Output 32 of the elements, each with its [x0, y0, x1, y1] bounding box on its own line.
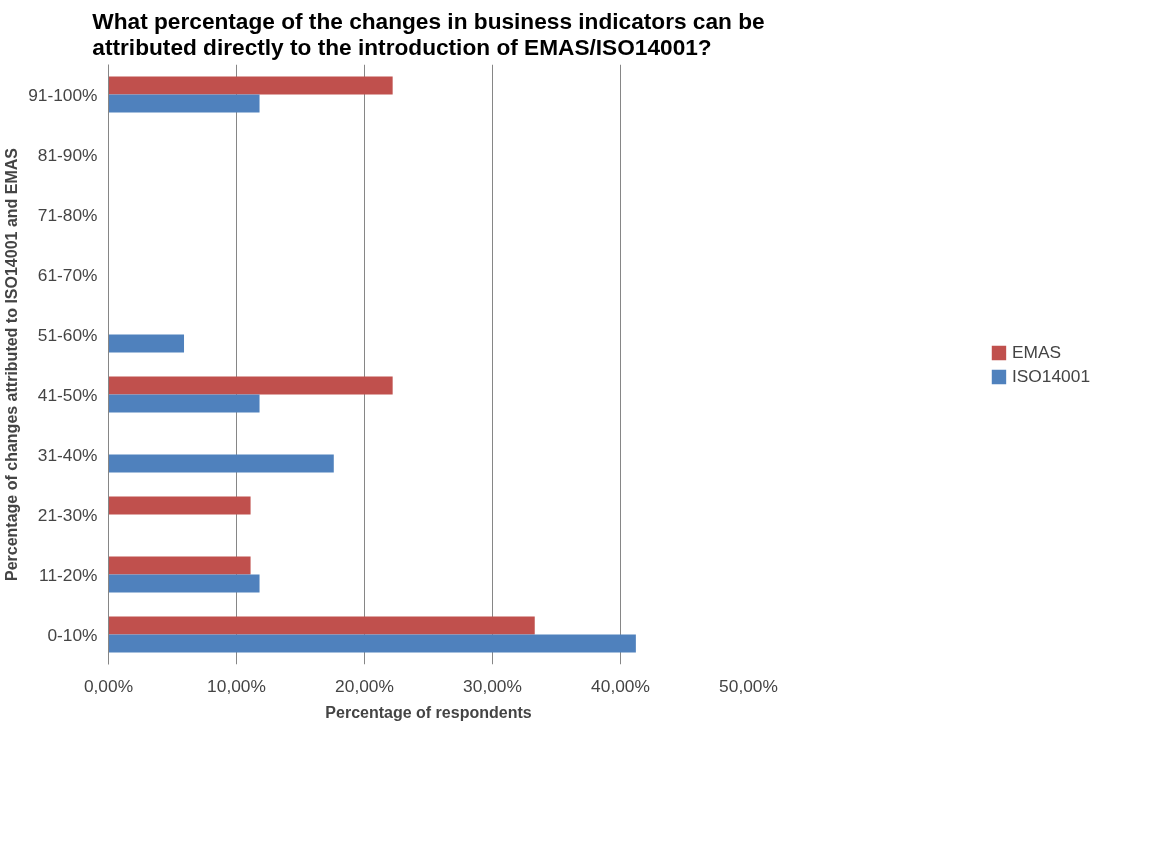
- y-tick-label: 51-60%: [37, 324, 98, 345]
- y-tick-label: 21-30%: [37, 504, 98, 525]
- x-tick-label: 20,00%: [335, 675, 394, 696]
- y-axis-title: Percentage of changes attributed to ISO14001 and EMAS: [3, 147, 21, 581]
- bar: [108, 94, 260, 113]
- bar: [108, 496, 251, 515]
- x-axis-title: Percentage of respondents: [325, 703, 532, 721]
- x-tick-label: 0,00%: [83, 675, 134, 696]
- x-tick-label: 50,00%: [719, 675, 778, 696]
- y-tick-label: 91-100%: [28, 84, 98, 105]
- bar: [108, 454, 334, 473]
- legend-label: ISO14001: [1011, 365, 1091, 387]
- y-tick-label: 71-80%: [37, 204, 98, 225]
- bar: [108, 574, 260, 593]
- bar: [108, 634, 636, 653]
- bar: [108, 616, 535, 635]
- y-tick-label: 81-90%: [37, 144, 98, 165]
- bar: [108, 394, 260, 413]
- chart-title: What percentage of the changes in business indicators can be attributed directly to the introduction of EMAS/ISO14001?: [92, 7, 765, 60]
- bar: [108, 334, 185, 353]
- bar: [108, 376, 393, 395]
- bar: [108, 76, 393, 95]
- x-tick-label: 10,00%: [207, 675, 266, 696]
- x-tick-label: 40,00%: [591, 675, 650, 696]
- y-tick-label: 41-50%: [37, 384, 98, 405]
- x-tick-label: 30,00%: [463, 675, 522, 696]
- bar: [108, 556, 251, 575]
- y-tick-label: 31-40%: [37, 444, 98, 465]
- y-tick-label: 61-70%: [37, 264, 98, 285]
- y-tick-label: 11-20%: [39, 564, 98, 585]
- legend-label: EMAS: [1011, 341, 1062, 363]
- y-tick-label: 0-10%: [47, 624, 98, 645]
